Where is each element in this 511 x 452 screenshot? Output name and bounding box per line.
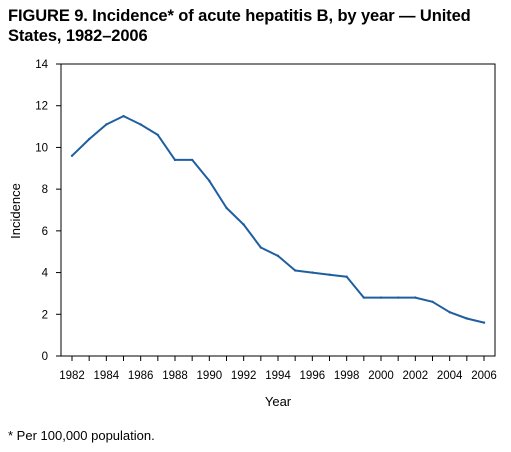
y-tick-label: 14 (35, 59, 48, 71)
data-point (105, 123, 108, 126)
x-tick-label: 1994 (265, 370, 291, 382)
y-tick-label: 4 (42, 268, 49, 280)
data-point (431, 300, 434, 303)
y-tick-label: 10 (35, 142, 48, 154)
y-tick-label: 6 (42, 226, 48, 238)
data-point (156, 133, 160, 137)
data-point (122, 114, 125, 118)
data-point (87, 137, 91, 141)
y-tick-label: 8 (42, 184, 48, 196)
data-point (311, 271, 314, 274)
data-point (259, 246, 263, 249)
data-point (345, 275, 348, 278)
x-tick-label: 1982 (59, 370, 85, 382)
y-axis-ticks: 0 2 4 6 8 10 12 14 (35, 59, 61, 363)
series-group (70, 114, 486, 324)
data-point (465, 317, 469, 320)
data-point (190, 158, 194, 162)
x-tick-label: 2006 (471, 370, 497, 382)
y-tick-label: 0 (42, 351, 48, 363)
x-tick-label: 1986 (128, 370, 154, 382)
y-tick-label: 2 (42, 309, 48, 321)
x-tick-label: 1984 (94, 370, 120, 382)
chart-axes (60, 63, 496, 357)
incidence-line (71, 115, 485, 324)
x-tick-label: 2002 (403, 370, 429, 382)
x-tick-label: 2000 (368, 370, 394, 382)
x-axis-ticks: 1982 1984 1986 1988 1990 1992 1994 1996 1998 2000… (59, 356, 497, 382)
data-point (173, 158, 177, 162)
data-point (225, 206, 228, 210)
x-axis-title: Year (265, 394, 292, 409)
data-point (414, 296, 417, 299)
data-point (139, 123, 142, 126)
x-tick-label: 2004 (437, 370, 463, 382)
data-point (448, 311, 451, 314)
chart-title: FIGURE 9. Incidence* of acute hepatitis … (8, 7, 471, 45)
data-point (293, 269, 297, 272)
data-point (276, 254, 280, 258)
data-point (70, 154, 74, 157)
data-point (362, 296, 366, 299)
x-tick-label: 1998 (334, 370, 360, 382)
y-axis-title: Incidence (8, 183, 23, 239)
x-tick-label: 1990 (197, 370, 223, 382)
data-point (379, 296, 383, 299)
data-point (242, 223, 245, 226)
x-tick-label: 1988 (162, 370, 188, 382)
footnote: * Per 100,000 population. (8, 428, 155, 443)
plot-frame (60, 63, 496, 357)
data-point (328, 273, 331, 276)
y-tick-label: 12 (35, 101, 48, 113)
data-point (482, 321, 486, 324)
data-point (396, 296, 400, 299)
x-tick-label: 1996 (300, 370, 326, 382)
x-tick-label: 1992 (231, 370, 257, 382)
data-point (208, 179, 211, 182)
